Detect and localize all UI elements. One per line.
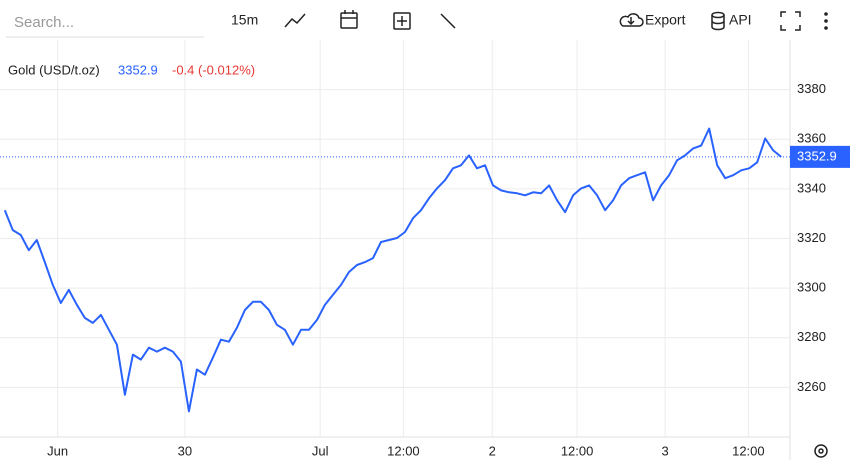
y-tick-label: 3300 [797, 280, 826, 295]
x-tick-label: 3 [662, 443, 669, 458]
search-box[interactable]: Search... [14, 14, 74, 31]
y-tick-label: 3380 [797, 81, 826, 96]
y-tick-label: 3320 [797, 230, 826, 245]
plot: 3260 3280 3300 3320 3340 3360 3380 Jun 30 Jul 12:0… [0, 40, 850, 460]
menu-icon[interactable] [824, 12, 828, 30]
price-line [3, 127, 782, 413]
toolbar: Search... 15m Export API [6, 10, 828, 38]
legend-title: Gold (USD/t.oz) [8, 62, 100, 77]
export-button[interactable]: Export [645, 12, 686, 28]
api-button[interactable]: API [729, 12, 752, 28]
y-tick-label: 3260 [797, 379, 826, 394]
export-icon[interactable] [619, 13, 644, 27]
x-tick-label: 12:00 [561, 443, 594, 458]
interval-button[interactable]: 15m [231, 12, 258, 28]
x-tick-label: 2 [489, 443, 496, 458]
x-tick-label: Jul [312, 443, 329, 458]
x-tick-label: 12:00 [732, 443, 765, 458]
add-icon[interactable] [393, 12, 411, 30]
calendar-icon[interactable] [340, 10, 358, 29]
fullscreen-icon[interactable] [780, 11, 801, 31]
x-tick-label: Jun [47, 443, 68, 458]
y-tick-label: 3360 [797, 131, 826, 146]
api-icon[interactable] [711, 11, 725, 31]
settings-gear[interactable] [814, 444, 828, 458]
x-tick-label: 12:00 [387, 443, 420, 458]
x-tick-label: 30 [178, 443, 192, 458]
last-price-label: 3352.9 [797, 148, 837, 163]
chart-type-icon[interactable] [284, 13, 306, 28]
legend-change: -0.4 (-0.012%) [172, 62, 255, 77]
last-price-tag [790, 145, 850, 168]
settings-wrench-icon[interactable] [440, 13, 456, 29]
legend: Gold (USD/t.oz) 3352.9 -0.4 (-0.012%) [8, 62, 255, 77]
y-tick-label: 3280 [797, 329, 826, 344]
y-tick-label: 3340 [797, 180, 826, 195]
legend-last-value: 3352.9 [118, 62, 158, 77]
